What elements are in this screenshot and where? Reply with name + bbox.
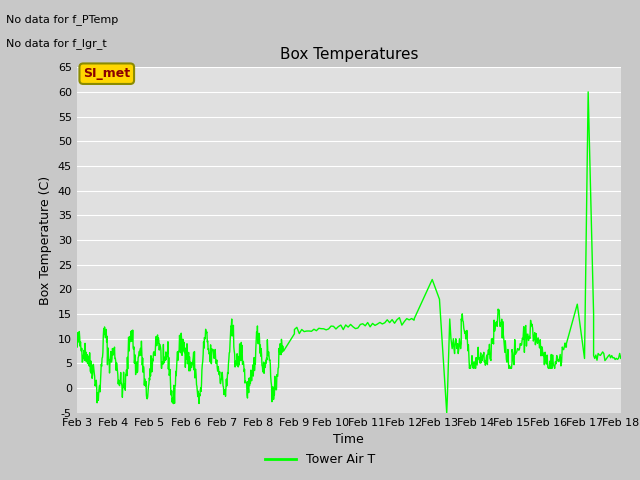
Title: Box Temperatures: Box Temperatures	[280, 47, 418, 62]
Legend: Tower Air T: Tower Air T	[260, 448, 380, 471]
Y-axis label: Box Temperature (C): Box Temperature (C)	[39, 175, 52, 305]
X-axis label: Time: Time	[333, 433, 364, 446]
Text: SI_met: SI_met	[83, 67, 131, 80]
Text: No data for f_lgr_t: No data for f_lgr_t	[6, 38, 107, 49]
Text: No data for f_PTemp: No data for f_PTemp	[6, 14, 118, 25]
